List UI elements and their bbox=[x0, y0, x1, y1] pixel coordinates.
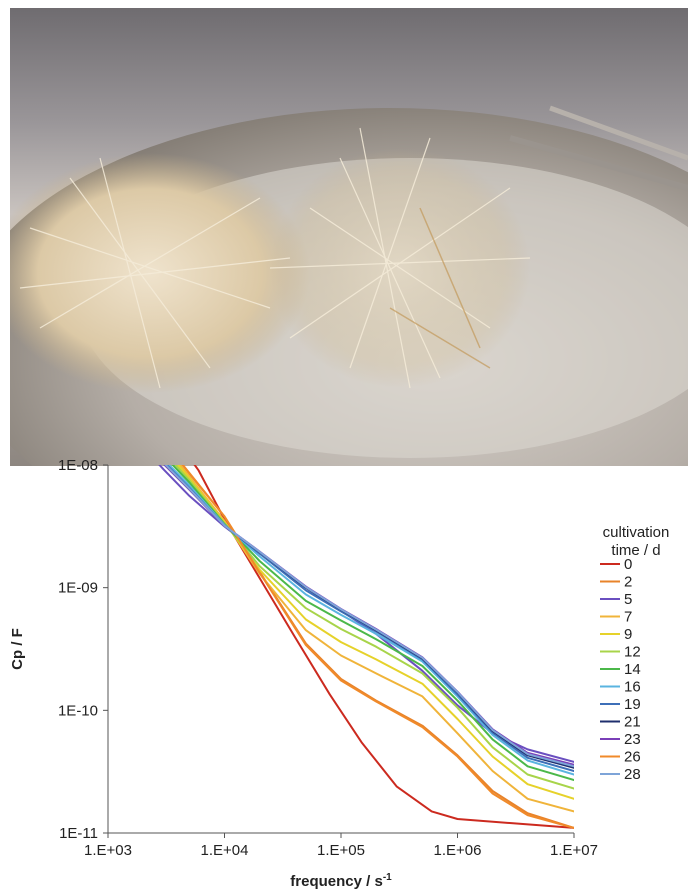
legend-label-7: 7 bbox=[624, 609, 632, 626]
capacitance-chart: 1.E+03 1.E+04 1.E+05 1.E+06 1.E+07 1E-08 1E-0… bbox=[9, 457, 669, 890]
legend-label-14: 14 bbox=[624, 661, 641, 678]
legend-label-9: 9 bbox=[624, 626, 632, 643]
legend-label-2: 2 bbox=[624, 574, 632, 591]
y-tick-label: 1E-09 bbox=[58, 580, 98, 597]
x-tick-label: 1.E+03 bbox=[84, 842, 132, 859]
legend-label-5: 5 bbox=[624, 591, 632, 608]
fiber-photo bbox=[10, 8, 688, 466]
legend: cultivation time / d 0257912141619212326… bbox=[600, 524, 669, 783]
x-tick-label: 1.E+04 bbox=[201, 842, 249, 859]
x-axis-title: frequency / s-1 bbox=[290, 872, 392, 890]
series-line-0 bbox=[193, 465, 574, 829]
y-tick-label: 1E-08 bbox=[58, 457, 98, 474]
legend-label-19: 19 bbox=[624, 696, 641, 713]
series-line-26 bbox=[181, 465, 574, 829]
series-line-28 bbox=[164, 465, 574, 768]
legend-label-12: 12 bbox=[624, 644, 641, 661]
legend-label-26: 26 bbox=[624, 749, 641, 766]
y-tick-label: 1E-11 bbox=[59, 825, 98, 842]
series-line-7 bbox=[178, 465, 574, 813]
legend-title-line2: time / d bbox=[611, 542, 660, 559]
legend-label-21: 21 bbox=[624, 714, 641, 731]
legend-title-line1: cultivation bbox=[603, 524, 670, 541]
legend-label-23: 23 bbox=[624, 731, 641, 748]
legend-label-28: 28 bbox=[624, 766, 641, 783]
series-line-16 bbox=[167, 465, 574, 776]
legend-label-16: 16 bbox=[624, 679, 641, 696]
y-tick-label: 1E-10 bbox=[58, 702, 98, 719]
legend-label-0: 0 bbox=[624, 556, 632, 573]
x-tick-label: 1.E+07 bbox=[550, 842, 598, 859]
y-axis-title: Cp / F bbox=[9, 628, 26, 670]
x-tick-label: 1.E+06 bbox=[434, 842, 482, 859]
x-tick-label: 1.E+05 bbox=[317, 842, 365, 859]
